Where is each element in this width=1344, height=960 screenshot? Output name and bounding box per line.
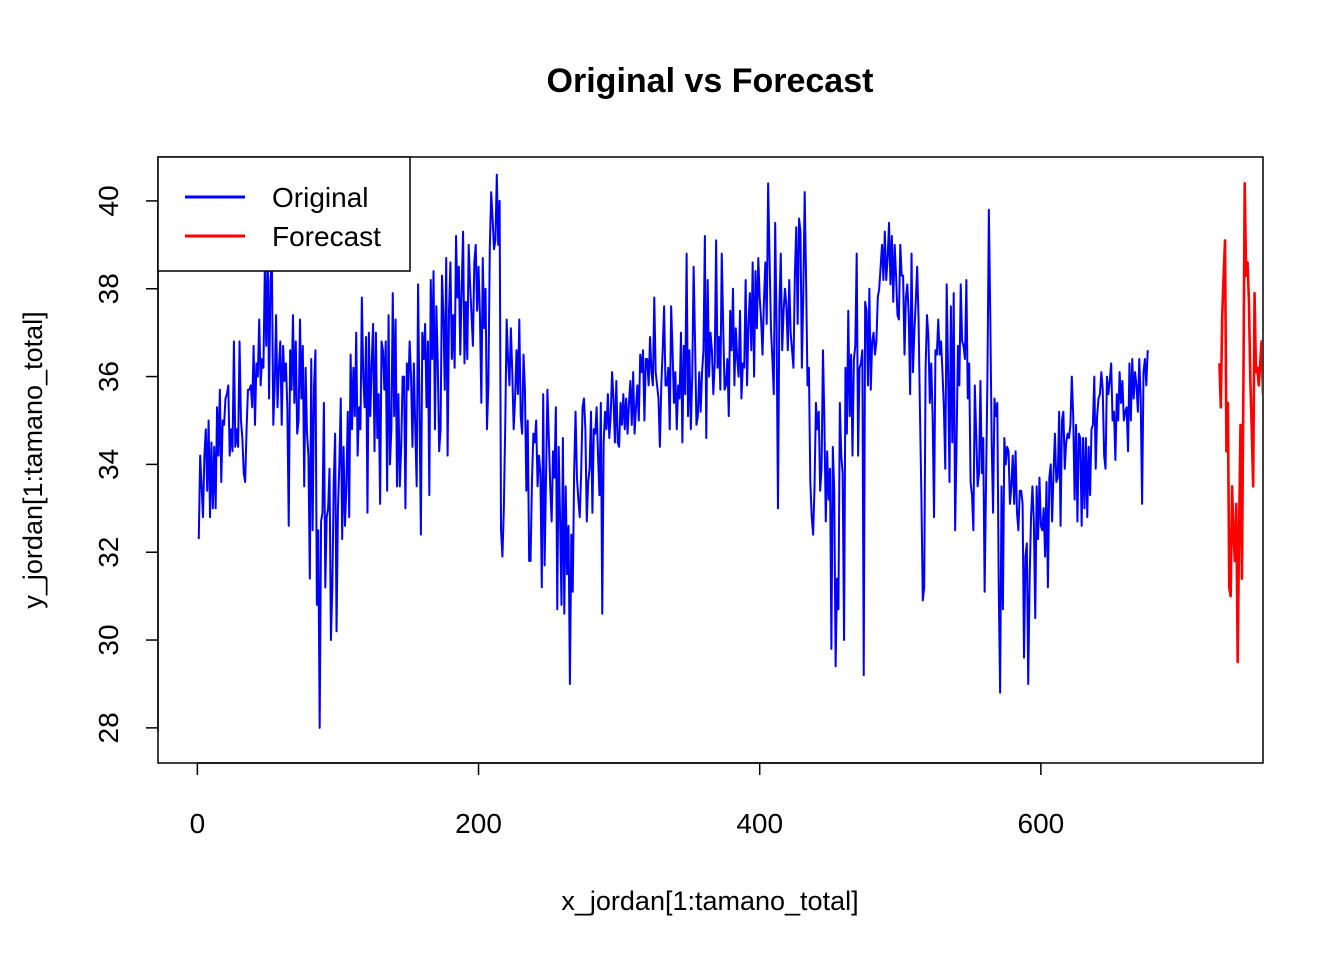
y-tick-label: 34 xyxy=(93,449,124,480)
legend: Original Forecast xyxy=(157,156,411,272)
y-tick-label: 40 xyxy=(93,185,124,216)
chart-title: Original vs Forecast xyxy=(547,62,874,100)
y-tick-label: 30 xyxy=(93,624,124,655)
x-axis-label: x_jordan[1:tamano_total] xyxy=(561,886,858,916)
series-line-original xyxy=(197,173,1149,729)
x-tick-label: 600 xyxy=(1018,808,1065,839)
x-tick-label: 0 xyxy=(190,808,206,839)
y-axis-label: y_jordan[1:tamano_total] xyxy=(18,311,48,608)
x-axis: 0 200 400 600 xyxy=(190,762,1065,839)
x-tick-label: 400 xyxy=(736,808,783,839)
y-tick-label: 36 xyxy=(93,361,124,392)
y-tick-label: 28 xyxy=(93,712,124,743)
y-tick-label: 38 xyxy=(93,273,124,304)
series-layer xyxy=(197,173,1262,729)
series-line-forecast xyxy=(1218,182,1262,664)
legend-box xyxy=(157,156,411,272)
y-axis: 28 30 32 34 36 38 40 xyxy=(93,185,159,743)
legend-label-forecast: Forecast xyxy=(272,221,381,252)
legend-label-original: Original xyxy=(272,182,368,213)
y-tick-label: 32 xyxy=(93,537,124,568)
x-tick-label: 200 xyxy=(455,808,502,839)
